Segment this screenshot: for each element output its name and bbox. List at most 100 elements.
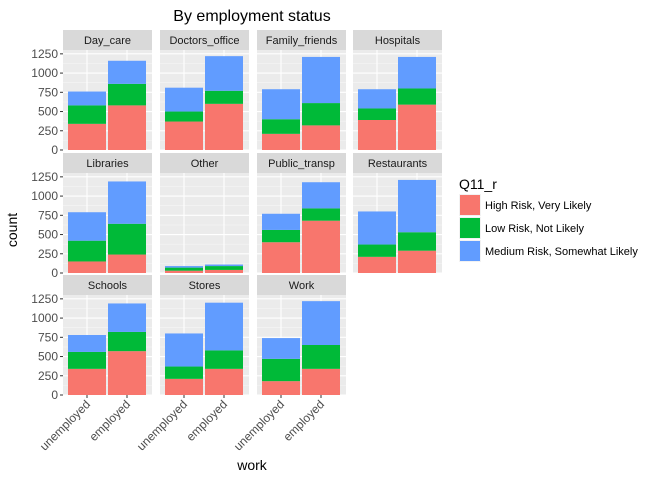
facet-panel: Libraries [63, 153, 152, 274]
bar-segment [262, 213, 300, 230]
legend-title: Q11_r [459, 176, 497, 192]
x-tick-label: employed [183, 397, 230, 444]
bar-segment [205, 56, 243, 91]
facet-strip [160, 30, 249, 50]
y-tick-label: 1250 [31, 170, 58, 184]
y-tick-label: 1000 [31, 66, 58, 80]
legend-entry-label: Low Risk, Not Likely [485, 223, 585, 235]
bar-segment [165, 121, 203, 150]
y-tick-label: 500 [38, 228, 58, 242]
x-tick-label: unemployed [37, 397, 93, 453]
facet-panel: Restaurants [353, 153, 442, 274]
bar-segment [165, 333, 203, 367]
bar-segment [262, 358, 300, 382]
y-tick-label: 750 [38, 330, 58, 344]
bar-segment [108, 60, 146, 84]
bar-segment [262, 229, 300, 243]
panel-background [160, 173, 249, 273]
bar-segment [262, 338, 300, 359]
bar-segment [205, 90, 243, 104]
facet-strip-label: Doctors_office [169, 35, 239, 47]
y-tick-label: 250 [38, 124, 58, 138]
facet-strip-label: Day_care [84, 35, 131, 47]
bar-segment [165, 111, 203, 122]
bar-segment [205, 103, 243, 150]
bar-segment [165, 267, 203, 271]
y-tick-label: 1250 [31, 47, 58, 61]
bar-segment [302, 345, 340, 369]
x-tick-label: unemployed [134, 397, 190, 453]
bar-segment [68, 123, 106, 150]
bar-segment [165, 270, 203, 273]
facet-strip [353, 153, 442, 173]
bar-segment [108, 303, 146, 332]
y-tick-label: 0 [51, 266, 58, 280]
facet-strip [353, 30, 442, 50]
facet-strip-label: Public_transp [268, 158, 335, 170]
bar-segment [398, 232, 436, 251]
x-tick-label: employed [86, 397, 133, 444]
bar-segment [302, 220, 340, 273]
legend-key-swatch [460, 195, 480, 215]
bar-segment [205, 368, 243, 395]
x-axis-title: work [236, 457, 268, 473]
bar-segment [262, 119, 300, 134]
facet-strip [257, 275, 346, 295]
bar-segment [108, 331, 146, 352]
bar-segment [398, 250, 436, 273]
bar-segment [108, 254, 146, 273]
bar-segment [398, 56, 436, 89]
facet-panels: Day_care Doctors_office Family_friends Hosp… [63, 30, 442, 396]
facet-strip-label: Work [289, 280, 315, 292]
legend-entry-label: High Risk, Very Likely [485, 200, 592, 212]
bar-segment [165, 366, 203, 379]
bar-segment [302, 368, 340, 395]
facet-panel: Other [160, 153, 249, 274]
bar-segment [358, 120, 396, 150]
bar-segment [68, 368, 106, 395]
facet-strip-label: Stores [189, 280, 221, 292]
facet-strip-label: Libraries [86, 158, 129, 170]
bar-segment [205, 266, 243, 270]
y-tick-label: 1000 [31, 311, 58, 325]
bar-segment [205, 350, 243, 369]
bar-segment [108, 181, 146, 224]
facet-panel: Schools [63, 275, 152, 396]
bar-segment [205, 302, 243, 351]
bar-segment [262, 133, 300, 150]
bar-segment [68, 105, 106, 124]
y-tick-label: 750 [38, 85, 58, 99]
facet-strip-label: Restaurants [368, 158, 428, 170]
legend-entry-label: Medium Risk, Somewhat Likely [485, 246, 638, 258]
facet-strip-label: Other [191, 158, 219, 170]
bar-segment [68, 261, 106, 273]
bar-segment [68, 212, 106, 241]
bar-segment [302, 182, 340, 209]
bar-segment [165, 87, 203, 112]
facet-strip [160, 275, 249, 295]
bar-segment [358, 89, 396, 109]
legend-key-swatch [460, 218, 480, 238]
y-tick-label: 250 [38, 369, 58, 383]
facet-strip [257, 30, 346, 50]
facet-strip [63, 275, 152, 295]
y-tick-label: 0 [51, 388, 58, 402]
y-tick-label: 1250 [31, 292, 58, 306]
x-tick-label: unemployed [231, 397, 287, 453]
y-tick-label: 500 [38, 105, 58, 119]
y-axis-title: count [4, 213, 20, 247]
y-tick-label: 750 [38, 208, 58, 222]
bar-segment [262, 89, 300, 120]
facet-panel: Day_care [63, 30, 152, 151]
bar-segment [302, 301, 340, 345]
facet-panel: Work [257, 275, 346, 396]
bar-segment [398, 88, 436, 105]
facet-strip-label: Family_friends [266, 35, 338, 47]
legend-key-swatch [460, 241, 480, 261]
y-tick-label: 250 [38, 247, 58, 261]
facet-strip-label: Schools [88, 280, 128, 292]
chart-title: By employment status [173, 8, 330, 25]
bar-segment [398, 104, 436, 150]
facet-strip-label: Hospitals [375, 35, 421, 47]
